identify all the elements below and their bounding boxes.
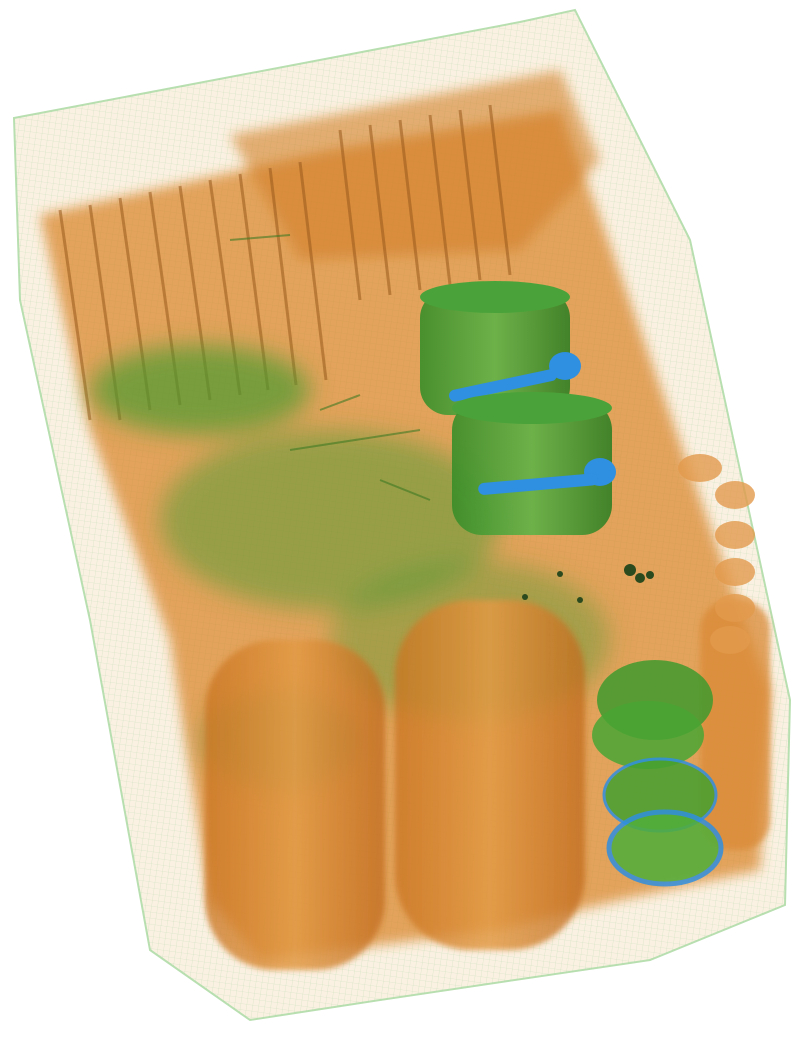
disc-stack <box>678 454 755 654</box>
stacked-cans <box>592 660 724 887</box>
spoon-icon <box>478 458 616 495</box>
jar-lower <box>452 392 616 535</box>
spoon-icon <box>449 352 581 402</box>
metal-fragments <box>522 564 654 603</box>
wires <box>229 234 431 501</box>
cylinders <box>205 600 770 970</box>
jar-upper <box>420 281 581 415</box>
